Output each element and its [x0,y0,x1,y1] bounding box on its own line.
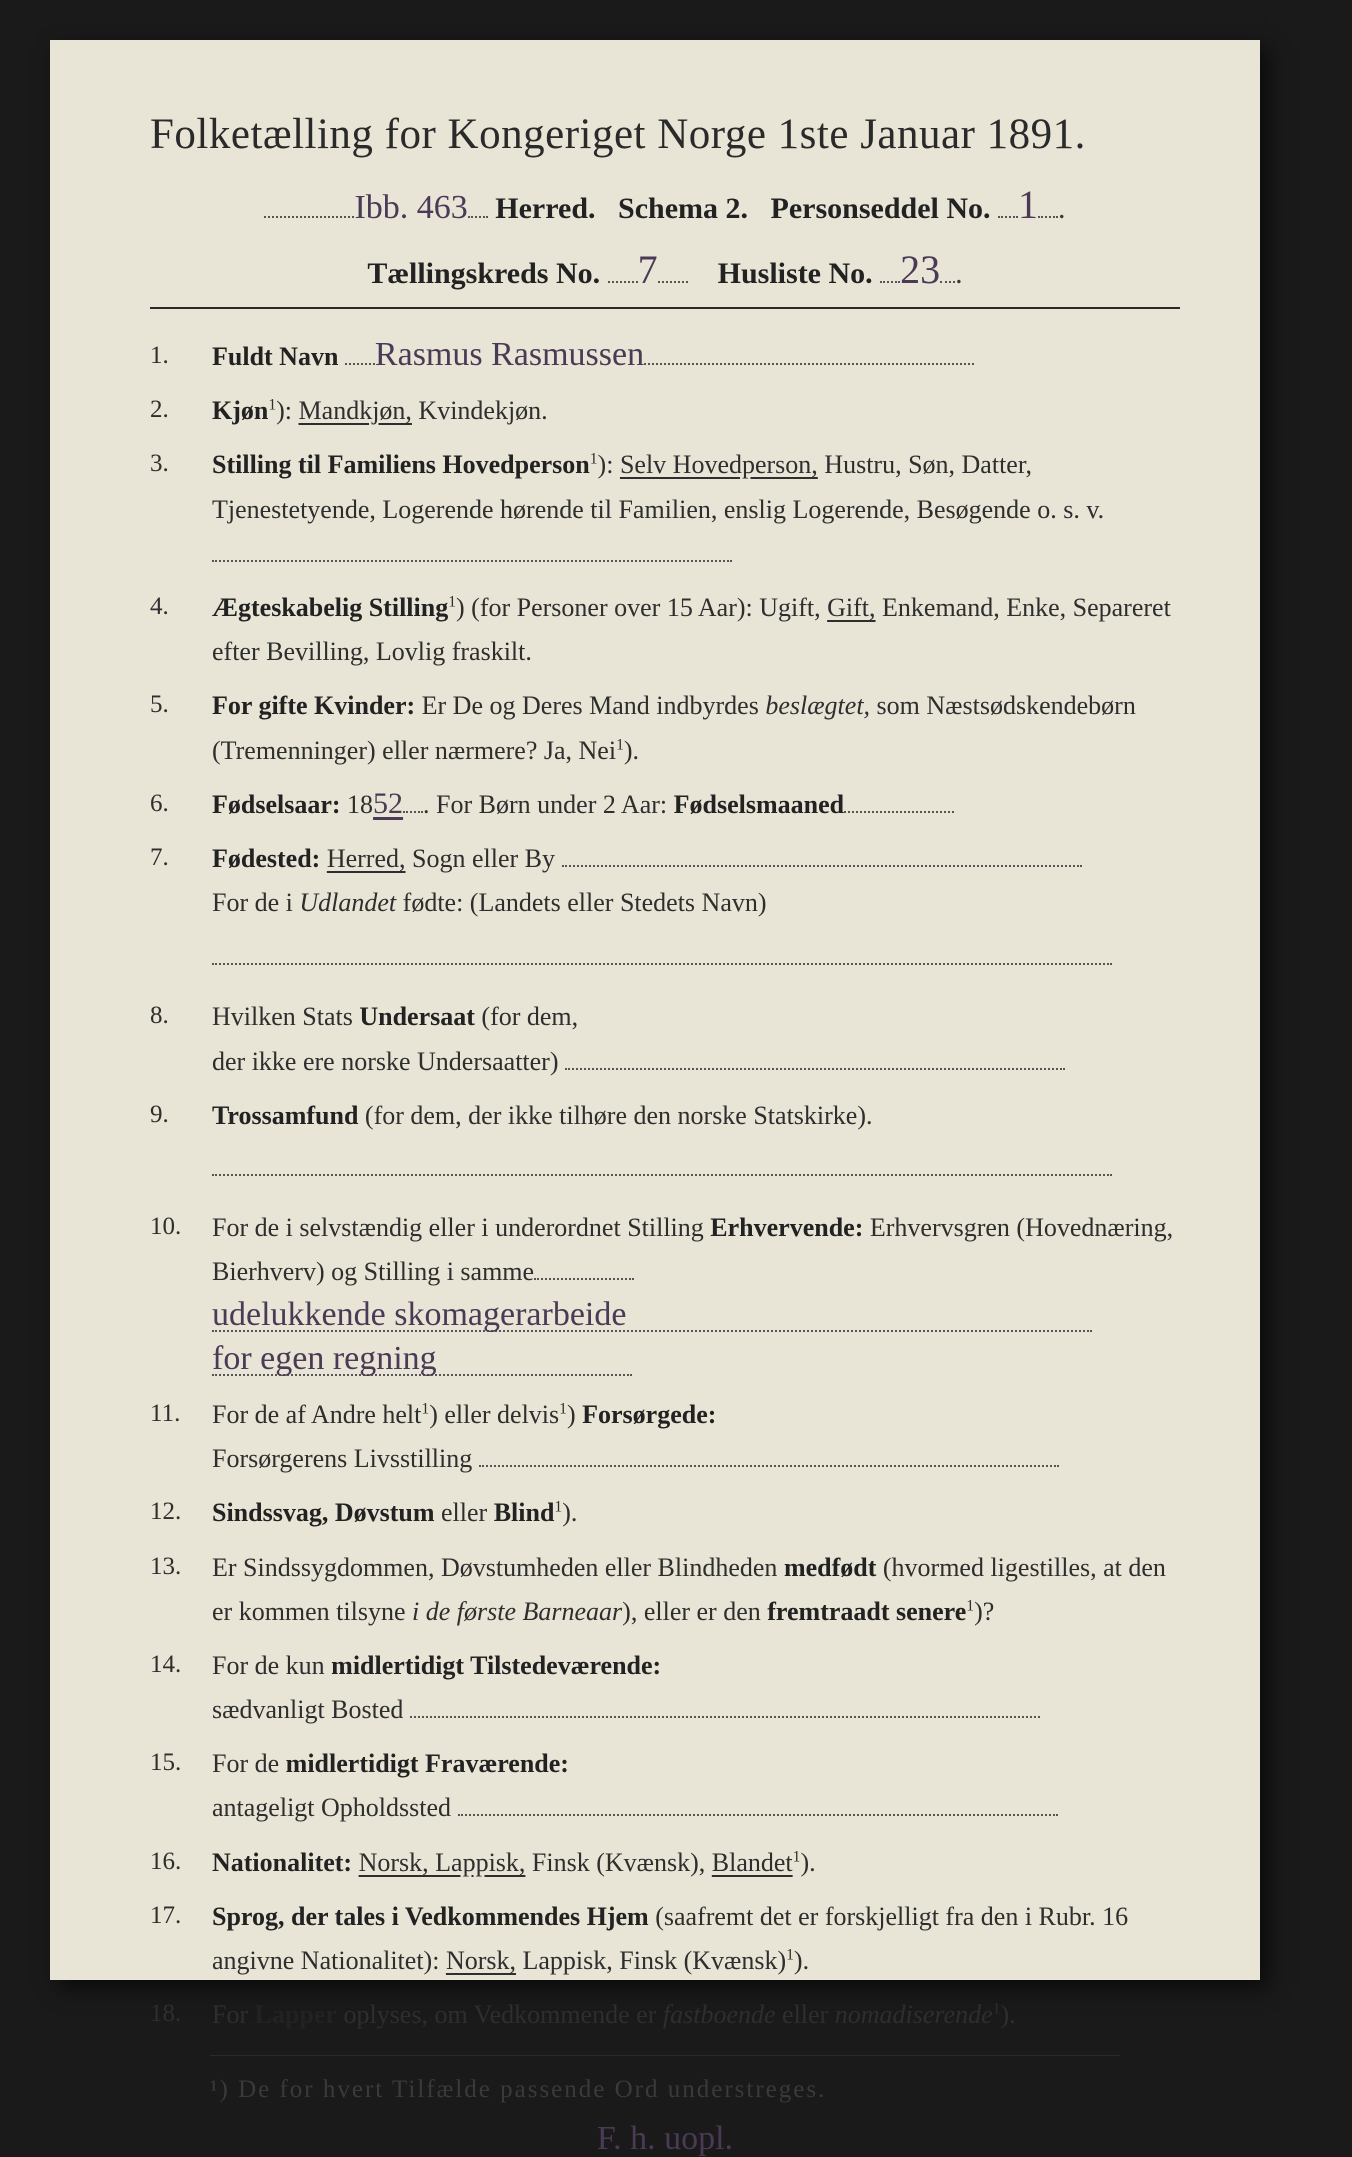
entry-12-b: Blind [494,1498,555,1527]
entry-14-bold: midlertidigt Tilstedeværende: [331,1651,661,1680]
entry-18-lapper: For Lapper oplyses, om Vedkommende er fa… [150,1993,1180,2037]
entry-5-em: beslægtet, [765,691,870,720]
entry-18-mid: eller [776,2000,835,2029]
entry-13-b: ), eller er den [622,1597,767,1626]
entry-16-bold: Nationalitet: [212,1848,352,1877]
herred-handwritten: Ibb. 463 [354,193,467,224]
bottom-hand-text: F. h. uopl. [597,2124,733,2155]
tallingskreds-number: 7 [638,247,658,292]
entry-8-line2: der ikke ere norske Undersaatter) [212,1047,559,1076]
entry-11-bold: Forsørgede: [582,1400,716,1429]
entry-6-fodselsaar: Fødselsaar: 1852. For Børn under 2 Aar: … [150,783,1180,827]
husliste-number: 23 [900,247,940,292]
entry-16-und-a: Norsk, Lappisk, [359,1848,526,1877]
entry-18-pre: For [212,2000,255,2029]
entry-6-rest: For Børn under 2 Aar: [430,790,674,819]
entry-3-label: Stilling til Familiens Hovedperson [212,450,590,479]
entry-11-forsorgede: For de af Andre helt1) eller delvis1) Fo… [150,1393,1180,1481]
entry-7-rest: Sogn eller By [406,844,556,873]
entry-18-bold: Lapper [255,2000,337,2029]
entry-15-fravaerende: For de midlertidigt Fraværende: antageli… [150,1742,1180,1830]
entry-8-a: Hvilken Stats [212,1002,359,1031]
entry-12-a: Sindssvag, Døvstum [212,1498,435,1527]
entry-7-label: Fødested: [212,844,320,873]
entry-4-pre: Ugift, [759,593,827,622]
entry-4-label: Ægteskabelig Stilling [212,593,448,622]
entry-13-em: i de første Barneaar [412,1597,622,1626]
page-title: Folketælling for Kongeriget Norge 1ste J… [150,110,1180,159]
entry-1-label: Fuldt Navn [212,342,338,371]
entry-14-tilstedevaerende: For de kun midlertidigt Tilstedeværende:… [150,1644,1180,1732]
entry-13-bold2: fremtraadt senere [767,1597,966,1626]
entry-10-erhvervende: For de i selvstændig eller i underordnet… [150,1206,1180,1383]
entry-2-underlined: Mandkjøn, [299,396,412,425]
entry-6-year-hand: 52 [373,790,403,817]
entry-15-pre: For de [212,1749,286,1778]
entry-5-label: For gifte Kvinder: [212,691,415,720]
entry-6-year-prefix: 18 [347,790,373,819]
entry-14-pre: For de kun [212,1651,331,1680]
entry-11-line2: Forsørgerens Livsstilling [212,1444,472,1473]
entry-8-bold: Undersaat [359,1002,475,1031]
entry-12-mid: eller [435,1498,494,1527]
entry-18-em-b: nomadiserende [835,2000,993,2029]
entry-10-hand-b: for egen regning [212,1344,632,1377]
entry-10-pre: For de i selvstændig eller i underordnet… [212,1213,710,1242]
entry-17-bold: Sprog, der tales i Vedkommendes Hjem [212,1902,649,1931]
entry-11-mid: eller delvis [438,1400,559,1429]
entry-8-b: (for dem, [475,1002,578,1031]
entry-18-a: oplyses, om Vedkommende er [337,2000,663,2029]
schema-label: Schema 2. [618,192,748,225]
entry-5-gifte-kvinder: For gifte Kvinder: Er De og Deres Mand i… [150,684,1180,772]
entry-17-sprog: Sprog, der tales i Vedkommendes Hjem (sa… [150,1895,1180,1983]
entry-2-label: Kjøn [212,396,268,425]
footnote-rule [210,2055,1120,2056]
entry-7-fodested: Fødested: Herred, Sogn eller By For de i… [150,837,1180,980]
entry-9-trossamfund: Trossamfund (for dem, der ikke tilhøre d… [150,1094,1180,1190]
entry-13-medfodt: Er Sindssygdommen, Døvstumheden eller Bl… [150,1546,1180,1634]
entry-18-em-a: fastboende [663,2000,776,2029]
entry-3-stilling: Stilling til Familiens Hovedperson1): Se… [150,443,1180,576]
entry-8-undersaat: Hvilken Stats Undersaat (for dem, der ik… [150,995,1180,1083]
entry-2-kjon: Kjøn1): Mandkjøn, Kvindekjøn. [150,389,1180,433]
census-form-page: Folketælling for Kongeriget Norge 1ste J… [50,40,1260,1980]
separator-rule [150,307,1180,309]
personseddel-label: Personseddel No. [771,192,991,225]
entry-10-bold: Erhvervende: [710,1213,863,1242]
entry-16-und-b: Blandet [712,1848,793,1877]
entry-4-und: Gift, [827,593,875,622]
form-entries: Fuldt Navn Rasmus Rasmussen Kjøn1): Mand… [150,335,1180,2037]
subheader-line-1: Ibb. 463 Herred. Schema 2. Personseddel … [150,181,1180,228]
entry-11-pre: For de af Andre helt [212,1400,421,1429]
entry-9-bold: Trossamfund [212,1101,358,1130]
footnote-text: ¹) De for hvert Tilfælde passende Ord un… [150,2076,1180,2104]
entry-10-hand-a: udelukkende skomagerarbeide [212,1300,1092,1333]
entry-1-fuldt-navn: Fuldt Navn Rasmus Rasmussen [150,335,1180,379]
entry-4-paren: (for Personer over 15 Aar): [465,593,760,622]
entry-17-und: Norsk, [446,1946,516,1975]
husliste-label: Husliste No. [718,257,873,290]
entry-16-mid: Finsk (Kvænsk), [525,1848,711,1877]
entry-17-b: Lappisk, Finsk (Kvænsk) [516,1946,786,1975]
entry-6-bold2: Fødselsmaaned [674,790,844,819]
entry-15-line2: antageligt Opholdssted [212,1793,451,1822]
bottom-handwritten-note: F. h. uopl. [150,2124,1180,2155]
entry-1-value: Rasmus Rasmussen [375,340,644,371]
entry-5-a: Er De og Deres Mand indbyrdes [415,691,765,720]
entry-4-agteskabelig: Ægteskabelig Stilling1) (for Personer ov… [150,586,1180,674]
entry-7-und: Herred, [327,844,406,873]
personseddel-number: 1 [1018,182,1038,227]
entry-3-lead: Selv Hovedperson, [620,450,818,479]
entry-13-pre: Er Sindssygdommen, Døvstumheden eller Bl… [212,1553,784,1582]
entry-15-bold: midlertidigt Fraværende: [286,1749,569,1778]
subheader-line-2: Tællingskreds No. 7 Husliste No. 23. [150,246,1180,293]
entry-16-nationalitet: Nationalitet: Norsk, Lappisk, Finsk (Kvæ… [150,1841,1180,1885]
entry-9-rest: (for dem, der ikke tilhøre den norske St… [358,1101,872,1130]
entry-12-sindssvag: Sindssvag, Døvstum eller Blind1). [150,1491,1180,1535]
entry-6-label: Fødselsaar: [212,790,341,819]
herred-label: Herred. [495,192,595,225]
entry-13-bold: medfødt [784,1553,876,1582]
tallingskreds-label: Tællingskreds No. [367,257,600,290]
entry-14-line2: sædvanligt Bosted [212,1695,403,1724]
